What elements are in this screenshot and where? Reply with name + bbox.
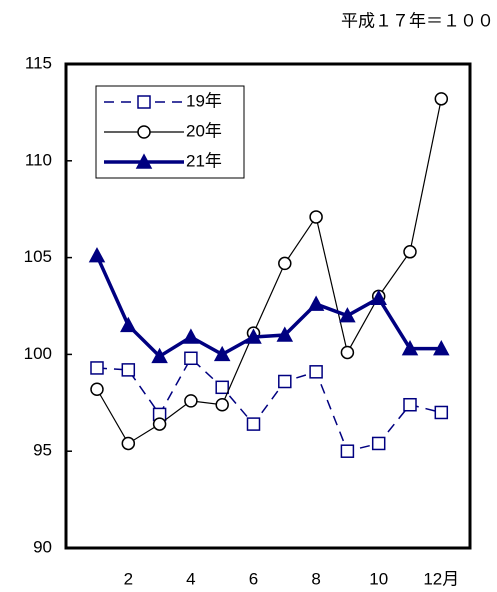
series-line <box>95 254 442 359</box>
y-tick-label: 115 <box>25 53 52 72</box>
legend-marker <box>135 153 153 169</box>
data-point <box>121 436 136 451</box>
legend-label: 19年 <box>186 91 222 110</box>
data-point <box>403 397 417 412</box>
data-point <box>151 347 168 364</box>
data-point <box>121 363 136 377</box>
y-tick-label: 110 <box>25 150 52 169</box>
x-tick-label: 6 <box>249 569 258 588</box>
y-tick-label: 95 <box>33 441 52 460</box>
legend-label: 20年 <box>186 121 222 140</box>
data-point <box>371 436 386 451</box>
data-point <box>184 351 198 366</box>
data-point <box>90 361 104 375</box>
plot-frame <box>64 62 472 550</box>
data-point <box>339 307 356 323</box>
data-point <box>245 328 262 344</box>
data-point <box>213 345 231 362</box>
data-point <box>278 374 292 389</box>
data-point <box>276 326 294 342</box>
legend-label: 21年 <box>186 151 222 170</box>
data-point <box>152 417 167 431</box>
data-point <box>307 295 325 311</box>
series-line <box>96 98 442 445</box>
x-tick-label: 8 <box>311 569 320 588</box>
data-point <box>433 340 450 356</box>
annotation: 平成１７年＝１００ <box>341 11 494 30</box>
data-point <box>403 245 417 259</box>
legend-box <box>95 85 245 179</box>
x-tick-label: 2 <box>124 569 133 588</box>
data-point <box>340 345 355 360</box>
data-point <box>215 397 229 412</box>
data-point <box>309 210 323 224</box>
series-line <box>96 357 442 453</box>
data-point <box>182 328 200 344</box>
data-point <box>120 316 137 333</box>
legend-marker <box>137 95 151 109</box>
x-tick-label: 4 <box>186 569 195 588</box>
y-tick-label: 100 <box>24 344 52 363</box>
data-point <box>278 256 292 271</box>
y-tick-label: 90 <box>33 537 52 556</box>
data-point <box>434 405 449 420</box>
data-point <box>401 340 419 356</box>
data-point <box>215 380 229 395</box>
data-point <box>340 444 355 458</box>
data-point <box>184 394 198 408</box>
data-point <box>434 92 449 106</box>
data-point <box>88 247 106 263</box>
y-tick-label: 105 <box>24 247 52 266</box>
data-point <box>370 289 387 306</box>
data-point <box>309 365 323 379</box>
data-point <box>90 382 104 396</box>
legend-marker <box>137 125 151 139</box>
data-point <box>246 417 261 431</box>
x-tick-label: 12月 <box>423 569 459 588</box>
x-tick-label: 10 <box>369 569 388 588</box>
